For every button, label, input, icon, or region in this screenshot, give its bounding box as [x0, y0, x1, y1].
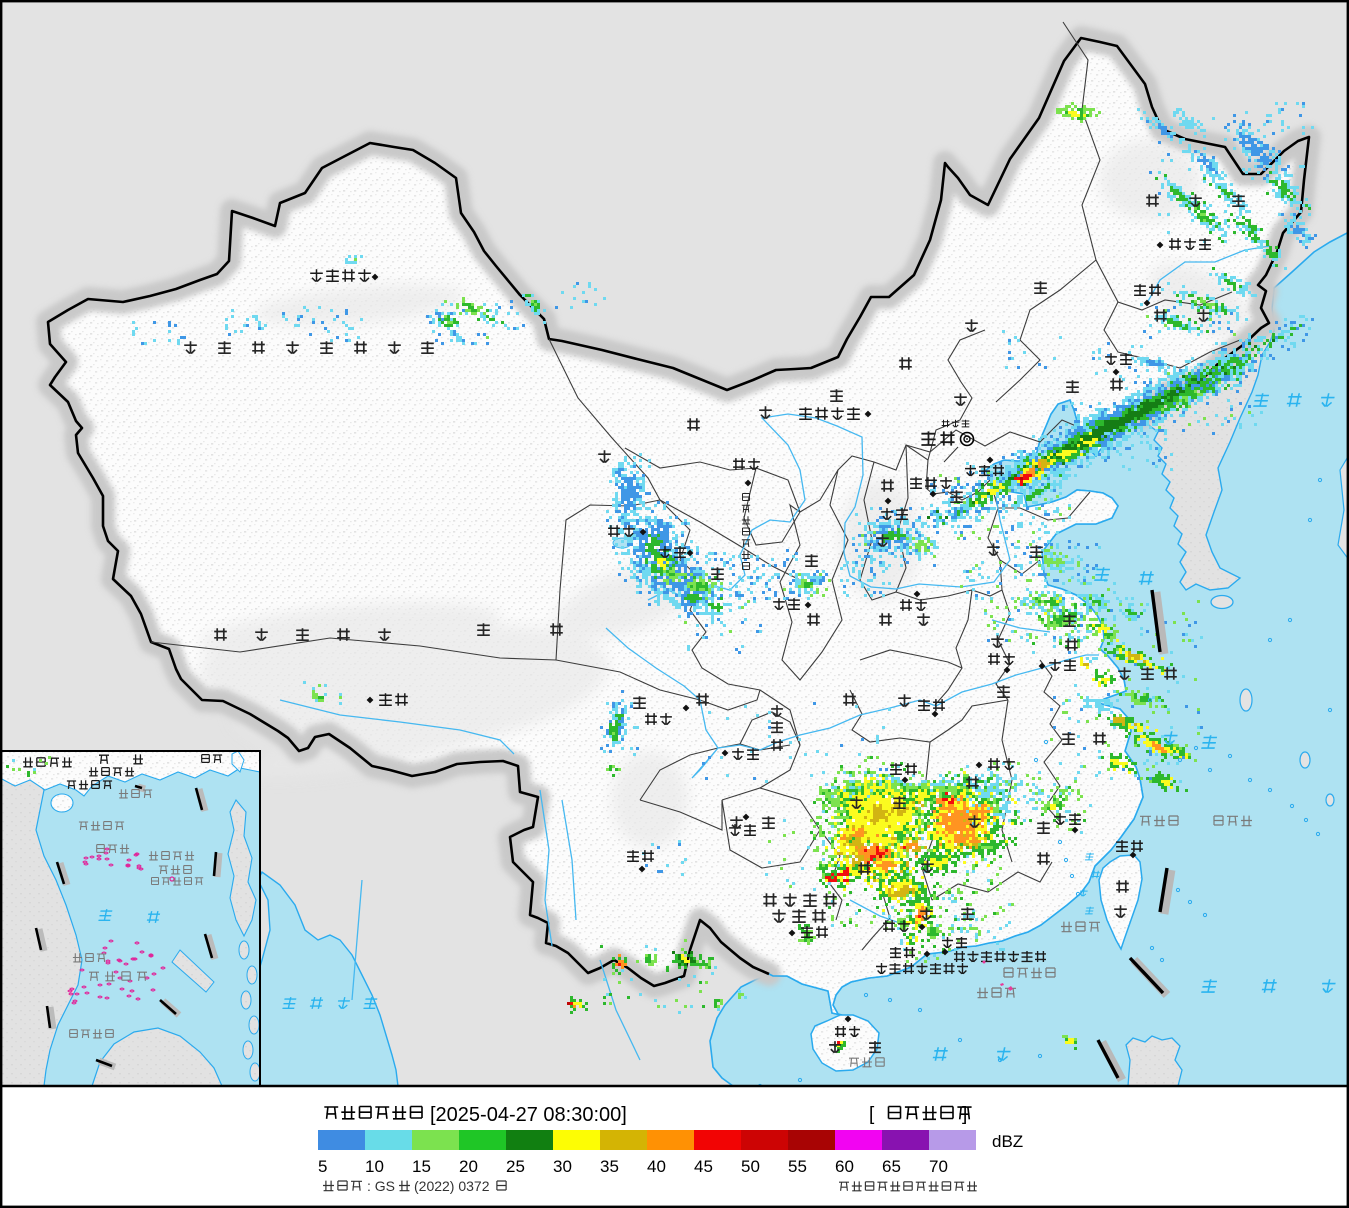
- svg-text:40: 40: [647, 1157, 666, 1176]
- svg-text:15: 15: [412, 1157, 431, 1176]
- svg-text:[: [: [869, 1104, 875, 1125]
- svg-text:45: 45: [694, 1157, 713, 1176]
- svg-text:]: ]: [962, 1104, 967, 1125]
- svg-text:25: 25: [506, 1157, 525, 1176]
- svg-text:30: 30: [553, 1157, 572, 1176]
- svg-text:10: 10: [365, 1157, 384, 1176]
- svg-text:65: 65: [882, 1157, 901, 1176]
- svg-text:dBZ: dBZ: [992, 1132, 1023, 1151]
- svg-text:60: 60: [835, 1157, 854, 1176]
- svg-text:50: 50: [741, 1157, 760, 1176]
- svg-text:70: 70: [929, 1157, 948, 1176]
- svg-text:: GS: : GS: [367, 1178, 395, 1194]
- svg-text:5: 5: [318, 1157, 327, 1176]
- svg-text:20: 20: [459, 1157, 478, 1176]
- svg-text:55: 55: [788, 1157, 807, 1176]
- svg-text:35: 35: [600, 1157, 619, 1176]
- svg-text:[2025-04-27 08:30:00]: [2025-04-27 08:30:00]: [430, 1104, 627, 1126]
- svg-text:(2022) 0372: (2022) 0372: [414, 1178, 490, 1194]
